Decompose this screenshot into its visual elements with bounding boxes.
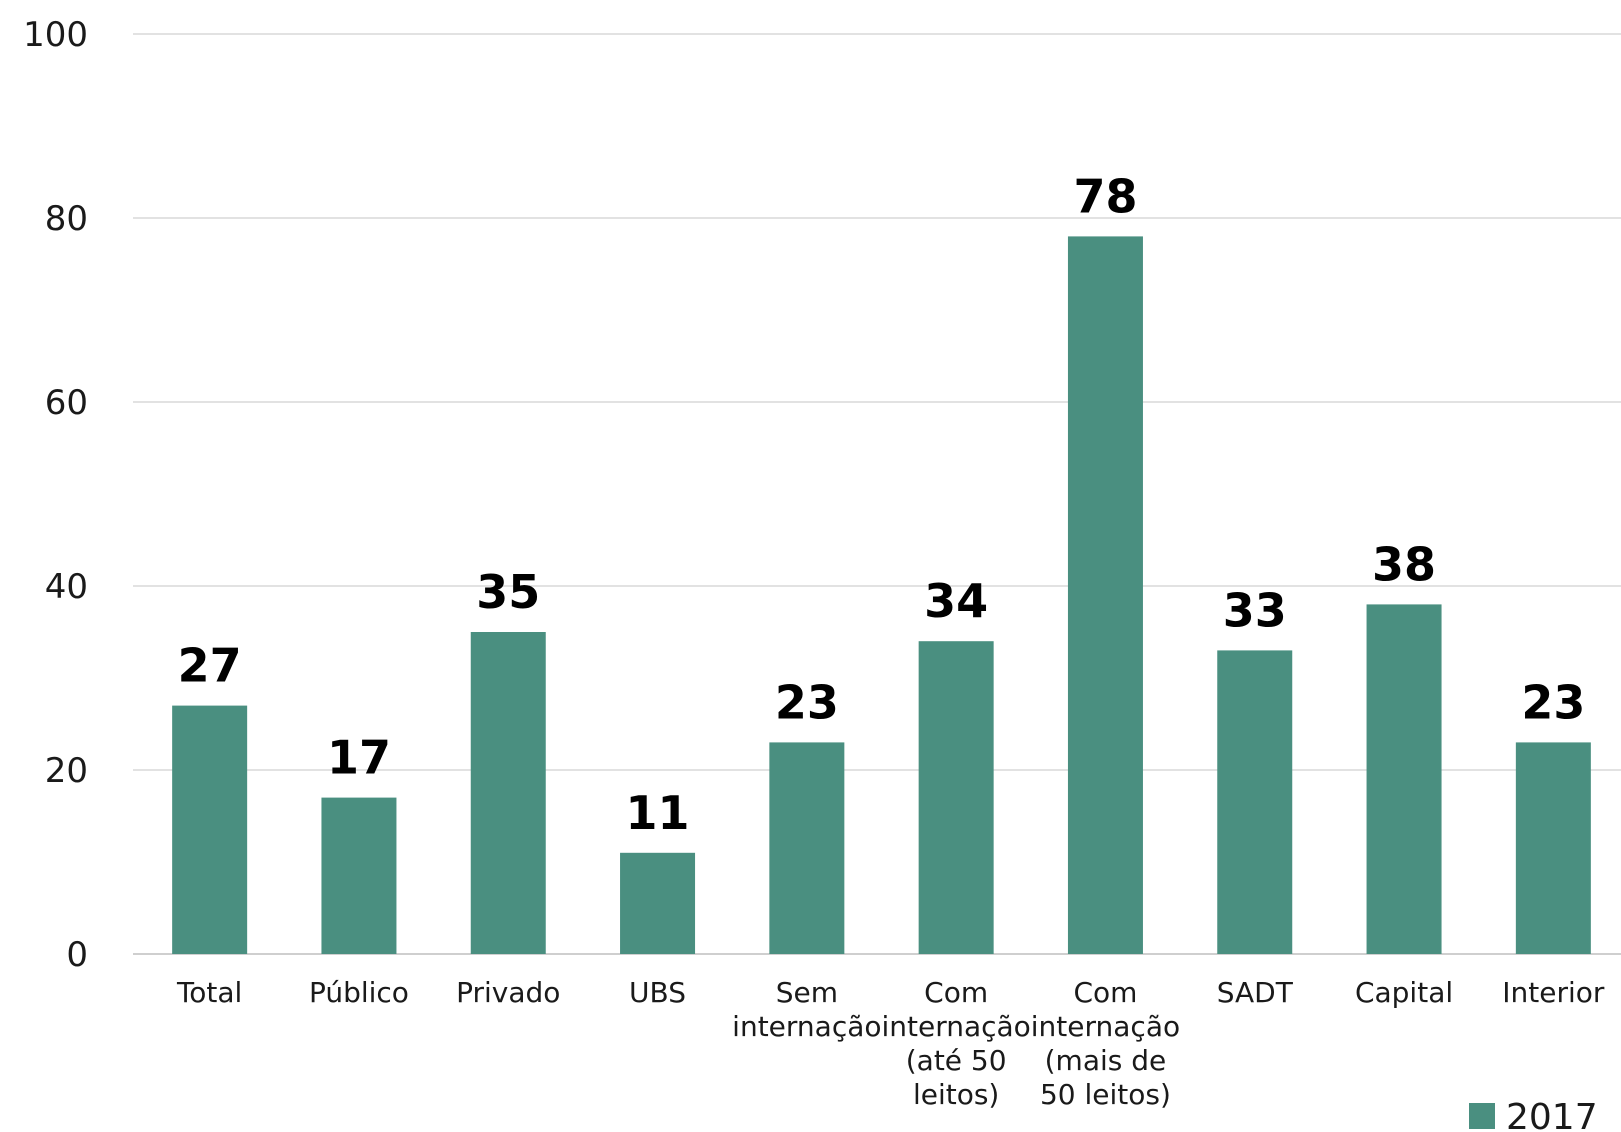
y-tick-label: 80 — [45, 199, 88, 239]
y-axis: 0 20 40 60 80 100 — [23, 15, 88, 975]
legend: 2017 — [1469, 1097, 1598, 1132]
data-label-4: 11 — [626, 786, 690, 840]
y-tick-label: 0 — [66, 935, 88, 975]
x-tick-label-8: SADT — [1217, 976, 1294, 1009]
data-label-2: 17 — [327, 731, 391, 785]
data-label-3: 35 — [476, 565, 540, 619]
bar-1 — [172, 705, 248, 954]
data-label-7: 78 — [1073, 169, 1137, 223]
bar-9 — [1366, 604, 1442, 954]
x-tick-label-4: UBS — [629, 976, 686, 1009]
bar-5 — [769, 742, 845, 954]
bars — [172, 236, 1591, 954]
bar-2 — [321, 797, 397, 954]
x-tick-label-2: Público — [309, 976, 409, 1009]
x-tick-label-5: Sem internação — [732, 976, 881, 1043]
y-tick-label: 100 — [23, 15, 88, 55]
bar-10 — [1515, 742, 1591, 954]
bar-3 — [470, 632, 546, 954]
bar-4 — [620, 852, 696, 954]
legend-label-2017: 2017 — [1506, 1097, 1598, 1132]
x-tick-label-9: Capital — [1355, 976, 1453, 1009]
x-tick-label-3: Privado — [456, 976, 560, 1009]
data-label-9: 38 — [1372, 537, 1436, 591]
bar-8 — [1217, 650, 1293, 954]
bar-6 — [918, 641, 994, 954]
x-tick-label-7: Com internação (mais de 50 leitos) — [1031, 976, 1180, 1111]
y-tick-label: 40 — [45, 567, 88, 607]
x-tick-label-10: Interior — [1502, 976, 1605, 1009]
y-tick-label: 60 — [45, 383, 88, 423]
data-labels: 27 17 35 11 23 34 78 33 38 23 — [178, 169, 1586, 839]
legend-swatch-2017 — [1469, 1103, 1495, 1129]
x-tick-label-6: Com internação (até 50 leitos) — [881, 976, 1030, 1111]
y-tick-label: 20 — [45, 751, 88, 791]
data-label-1: 27 — [178, 639, 242, 693]
data-label-6: 34 — [924, 574, 988, 628]
data-label-5: 23 — [775, 675, 839, 729]
data-label-8: 33 — [1223, 583, 1287, 637]
x-tick-label-1: Total — [176, 976, 242, 1009]
bar-7 — [1067, 236, 1143, 954]
data-label-10: 23 — [1521, 675, 1585, 729]
